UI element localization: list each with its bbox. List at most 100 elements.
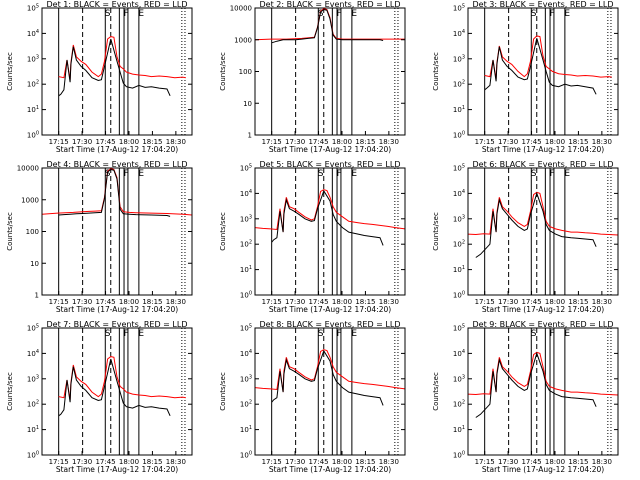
- x-tick-label: 17:45: [95, 138, 115, 146]
- x-axis-label: Start Time (17-Aug-12 17:04:20): [56, 305, 178, 314]
- y-tick-label: 103: [27, 374, 39, 383]
- y-tick-label: 102: [453, 400, 465, 409]
- marker-E: E: [138, 9, 144, 19]
- y-tick-label: 104: [240, 349, 252, 358]
- y-tick-label: 10000: [17, 165, 39, 173]
- x-tick-label: 18:00: [545, 298, 565, 306]
- y-tick-label: 100: [26, 228, 39, 236]
- chart-title: Det 3: BLACK = Events, RED = LLD: [473, 0, 614, 9]
- marker-S: S: [531, 9, 537, 19]
- series-lld: [58, 36, 186, 80]
- x-tick-label: 17:15: [475, 138, 495, 146]
- series-events: [475, 191, 597, 258]
- x-tick-label: 17:15: [262, 458, 282, 466]
- series-events: [271, 349, 384, 406]
- y-tick-label: 105: [240, 164, 252, 173]
- x-tick-label: 17:15: [475, 458, 495, 466]
- marker-S: S: [105, 9, 111, 19]
- marker-E: E: [564, 169, 570, 179]
- x-tick-label: 18:30: [166, 458, 186, 466]
- chart-title: Det 4: BLACK = Events, RED = LLD: [47, 160, 188, 169]
- marker-F: F: [336, 9, 341, 19]
- x-tick-label: 17:30: [72, 458, 92, 466]
- marker-F: F: [336, 169, 341, 179]
- marker-F: F: [123, 329, 128, 339]
- marker-E: E: [351, 9, 357, 19]
- x-tick-label: 17:15: [49, 298, 69, 306]
- series-events: [271, 8, 384, 44]
- y-tick-label: 1: [35, 292, 39, 300]
- series-lld: [484, 35, 612, 80]
- x-tick-label: 18:30: [592, 298, 612, 306]
- y-tick-label: 101: [453, 105, 465, 114]
- y-tick-label: 103: [453, 54, 465, 63]
- plot-frame: [254, 327, 406, 456]
- plot-frame: [41, 167, 193, 296]
- y-tick-label: 102: [27, 80, 39, 89]
- marker-E: E: [138, 329, 144, 339]
- x-tick-label: 17:45: [308, 458, 328, 466]
- y-tick-label: 100: [27, 451, 39, 460]
- x-tick-label: 18:00: [332, 458, 352, 466]
- x-tick-label: 18:00: [545, 458, 565, 466]
- x-tick-label: 18:00: [119, 458, 139, 466]
- marker-E: E: [351, 329, 357, 339]
- y-tick-label: 100: [453, 131, 465, 140]
- marker-E: E: [564, 329, 570, 339]
- marker-S: S: [318, 169, 324, 179]
- y-tick-label: 1000: [21, 196, 39, 204]
- y-tick-label: 103: [453, 214, 465, 223]
- chart-title: Det 9: BLACK = Events, RED = LLD: [473, 320, 614, 329]
- x-tick-label: 18:30: [592, 138, 612, 146]
- x-axis-label: Start Time (17-Aug-12 17:04:20): [269, 465, 391, 474]
- marker-S: S: [318, 9, 324, 19]
- x-tick-label: 17:30: [285, 138, 305, 146]
- series-lld: [254, 8, 405, 41]
- y-tick-label: 104: [453, 349, 465, 358]
- x-axis-label: Start Time (17-Aug-12 17:04:20): [56, 465, 178, 474]
- marker-F: F: [123, 9, 128, 19]
- x-tick-label: 18:30: [379, 458, 399, 466]
- y-tick-label: 104: [453, 29, 465, 38]
- x-tick-label: 17:15: [49, 138, 69, 146]
- y-tick-label: 100: [453, 451, 465, 460]
- series-lld: [58, 356, 186, 400]
- series-lld: [254, 349, 406, 393]
- x-tick-label: 17:45: [95, 298, 115, 306]
- plot-frame: [254, 7, 406, 136]
- x-axis-label: Start Time (17-Aug-12 17:04:20): [269, 145, 391, 154]
- y-axis-label: Counts/sec: [219, 52, 227, 91]
- chart-title: Det 7: BLACK = Events, RED = LLD: [47, 320, 188, 329]
- y-tick-label: 101: [27, 425, 39, 434]
- y-axis-label: Counts/sec: [432, 372, 440, 411]
- y-tick-label: 103: [240, 214, 252, 223]
- x-tick-label: 18:30: [379, 298, 399, 306]
- y-tick-label: 101: [453, 425, 465, 434]
- y-tick-label: 100: [239, 68, 252, 76]
- marker-F: F: [549, 169, 554, 179]
- y-tick-label: 103: [27, 54, 39, 63]
- y-tick-label: 103: [453, 374, 465, 383]
- y-tick-label: 105: [27, 4, 39, 13]
- x-tick-label: 17:30: [285, 458, 305, 466]
- series-events: [58, 38, 171, 97]
- marker-F: F: [549, 329, 554, 339]
- series-lld: [254, 189, 406, 233]
- marker-S: S: [105, 329, 111, 339]
- plot-frame: [467, 7, 619, 136]
- marker-E: E: [138, 169, 144, 179]
- x-tick-label: 18:15: [355, 138, 375, 146]
- x-axis-label: Start Time (17-Aug-12 17:04:20): [482, 145, 604, 154]
- y-tick-label: 100: [240, 291, 252, 300]
- x-axis-label: Start Time (17-Aug-12 17:04:20): [482, 305, 604, 314]
- y-axis-label: Counts/sec: [432, 212, 440, 251]
- y-tick-label: 102: [240, 240, 252, 249]
- y-tick-label: 10000: [230, 5, 252, 13]
- y-tick-label: 101: [240, 265, 252, 274]
- marker-F: F: [123, 169, 128, 179]
